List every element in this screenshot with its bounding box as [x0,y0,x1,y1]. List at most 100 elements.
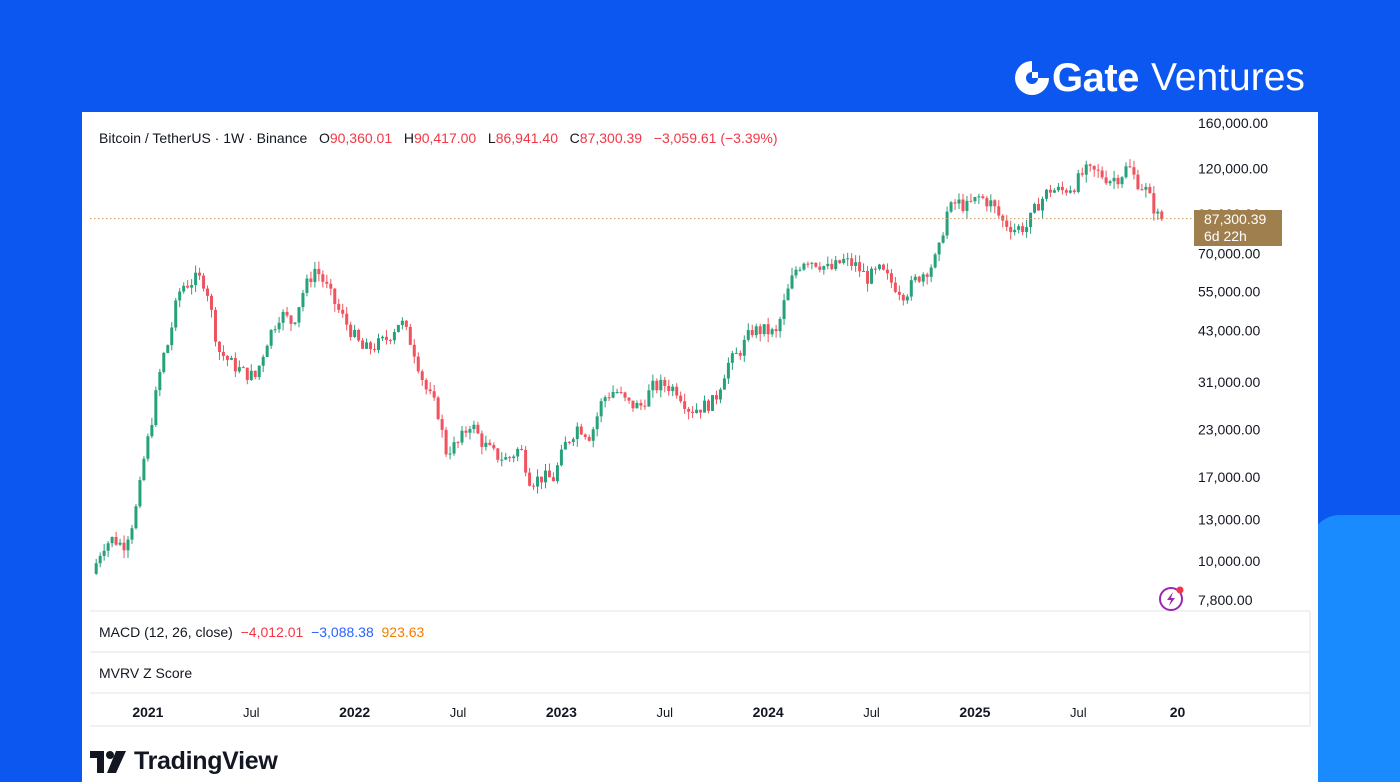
candle-body [249,370,253,380]
candle-body [532,485,536,487]
candle-body [1025,227,1029,232]
macd-legend[interactable]: MACD (12, 26, close) −4,012.01 −3,088.38… [99,624,424,640]
y-tick-label: 31,000.00 [1198,374,1260,390]
candle-body [237,367,241,372]
candle-body [575,426,579,440]
candle-body [842,258,846,264]
candle-body [178,291,182,301]
lightning-alert-icon[interactable] [1158,584,1188,614]
candle-body [917,276,921,282]
last-price: 87,300.39 [1204,211,1267,227]
candle-body [269,329,273,346]
candle-body [233,357,237,372]
candle-body [722,378,726,390]
candle-body [746,330,750,340]
candle-body [659,379,663,391]
candle-body [555,465,559,482]
candle-body [794,269,798,276]
candle-body [508,457,512,459]
candle-body [623,392,627,398]
candle-body [1029,212,1033,228]
candle-body [905,296,909,301]
candle-body [154,390,158,426]
candle-body [1084,164,1088,175]
candle-body [337,303,341,310]
candle-body [293,322,297,324]
candle-body [520,448,524,450]
candle-body [102,550,106,556]
candlestick-chart[interactable]: 160,000.00120,000.0090,000.0070,000.0055… [82,112,1318,782]
candle-body [1140,189,1144,191]
candle-body [877,264,881,269]
brand-gate-text: Gate [1052,55,1139,100]
candle-body [925,274,929,277]
candle-body [1124,166,1128,178]
candle-body [1052,190,1056,193]
candle-body [969,200,973,202]
candle-body [297,307,301,323]
candle-body [182,285,186,292]
y-tick-label: 17,000.00 [1198,469,1260,485]
symbol-legend: Bitcoin / TetherUS · 1W · Binance O90,36… [99,130,778,146]
brand-ventures-text: Ventures [1150,56,1305,99]
candle-body [1037,203,1041,211]
tradingview-text: TradingView [134,747,278,775]
candle-body [1044,189,1048,199]
candle-body [651,380,655,391]
candle-body [830,263,834,270]
candle-body [349,324,353,337]
candle-body [536,476,540,487]
tradingview-icon [90,750,126,773]
candle-body [365,342,369,349]
candle-body [217,341,221,352]
candle-body [404,320,408,327]
candle-body [631,400,635,409]
candle-body [977,196,981,198]
candle-body [138,480,142,507]
candle-body [929,267,933,277]
candle-body [202,275,206,289]
bar-countdown: 6d 22h [1204,228,1247,244]
candle-body [893,282,897,292]
candle-body [1060,186,1064,191]
candle-body [933,254,937,268]
low-label: L [487,130,496,146]
candle-body [750,330,754,336]
candle-body [496,448,500,460]
candle-body [1064,190,1068,193]
candle-body [635,402,639,409]
candle-body [607,397,611,399]
candle-body [206,288,210,296]
candle-body [1096,169,1100,171]
candle-body [166,345,170,353]
candle-body [468,429,472,433]
close-value: 87,300.39 [579,130,643,146]
candle-body [110,537,114,544]
candle-body [874,268,878,270]
candle-body [309,278,313,283]
candle-body [889,273,893,283]
candle-body [540,476,544,483]
candle-body [770,329,774,335]
candle-body [440,419,444,430]
candle-body [583,434,587,438]
mvrv-legend[interactable]: MVRV Z Score [99,665,193,681]
candle-body [854,262,858,266]
candle-body [758,326,762,335]
candle-body [432,391,436,398]
candle-body [285,311,289,316]
candle-body [619,391,623,393]
y-tick-label: 10,000.00 [1198,553,1260,569]
candle-body [460,430,464,443]
candle-body [945,211,949,236]
candle-body [850,258,854,266]
candle-body [245,367,249,380]
candle-body [870,268,874,284]
low-value: 86,941.40 [495,130,558,146]
open-label: O [318,130,330,146]
candle-body [174,300,178,328]
y-tick-label: 70,000.00 [1198,246,1260,262]
candle-body [703,400,707,413]
candle-body [198,272,202,276]
candle-body [341,309,345,314]
